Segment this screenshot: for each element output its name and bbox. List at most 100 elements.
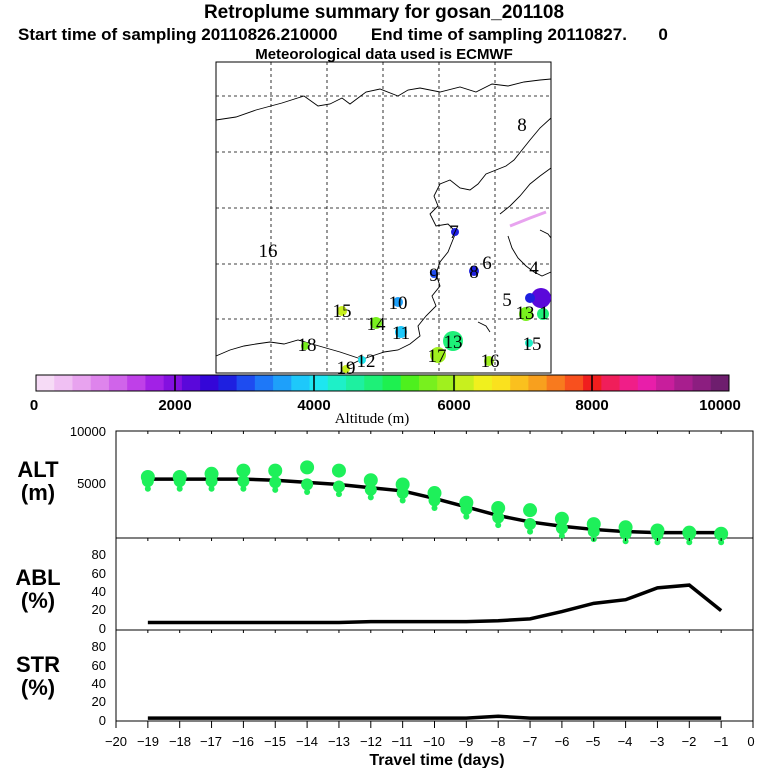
day-label: 15 bbox=[333, 301, 352, 322]
end-time-tail: 0 bbox=[658, 25, 668, 44]
alt-scatter-point bbox=[268, 463, 283, 478]
alt-scatter-point bbox=[364, 483, 377, 496]
alt-scatter-point bbox=[715, 528, 728, 541]
alt-scatter-point bbox=[495, 522, 502, 529]
colorbar-cell bbox=[455, 375, 475, 391]
map-point bbox=[484, 356, 494, 366]
abl-ytick: 60 bbox=[92, 566, 106, 581]
alt-ytick: 10000 bbox=[70, 424, 106, 439]
x-tick-label: −10 bbox=[423, 734, 445, 749]
colorbar bbox=[35, 374, 730, 392]
colorbar-cell bbox=[72, 375, 92, 391]
chart-marks bbox=[140, 431, 729, 720]
colorbar-cell bbox=[108, 375, 128, 391]
x-tick-label: 0 bbox=[747, 734, 754, 749]
colorbar-cell bbox=[145, 375, 165, 391]
colorbar-cell bbox=[346, 375, 365, 391]
x-tick-label: −6 bbox=[555, 734, 570, 749]
alt-scatter-point bbox=[237, 475, 250, 488]
str-ylabel: STR bbox=[16, 652, 60, 677]
alt-scatter-point bbox=[173, 475, 186, 488]
colorbar-tick: 0 bbox=[30, 397, 38, 414]
alt-scatter-point bbox=[558, 532, 565, 539]
colorbar-tick: 4000 bbox=[297, 397, 330, 414]
map-point bbox=[430, 347, 446, 363]
day-label: 16 bbox=[481, 351, 500, 372]
x-tick-labels: −20 −19 −18 −17 −16 −15 −14 −13 −12 −11 … bbox=[105, 734, 755, 749]
abl-ytick: 80 bbox=[92, 547, 106, 562]
alt-scatter-point bbox=[236, 463, 251, 478]
x-tick-label: −13 bbox=[328, 734, 350, 749]
alt-scatter-point bbox=[269, 476, 282, 489]
colorbar-cell bbox=[710, 375, 730, 391]
map-panel: 8 7 16 9 6 8 4 5 15 10 14 11 13 1 18 12 … bbox=[215, 61, 552, 379]
panel-ylabels: ALT (m) ABL (%) STR (%) bbox=[15, 457, 60, 700]
x-tick-label: −14 bbox=[296, 734, 318, 749]
day-label: 11 bbox=[392, 323, 410, 344]
met-data-label: Meteorological data used is ECMWF bbox=[255, 46, 513, 63]
alt-scatter-point bbox=[208, 485, 215, 492]
str-ytick: 0 bbox=[99, 713, 106, 728]
abl-ytick: 40 bbox=[92, 584, 106, 599]
alt-scatter-point bbox=[240, 485, 247, 492]
x-tick-label: −15 bbox=[264, 734, 286, 749]
alt-scatter-point bbox=[300, 460, 315, 475]
x-tick-label: −9 bbox=[459, 734, 474, 749]
chart-title: Retroplume summary for gosan_201108 bbox=[203, 2, 565, 23]
colorbar-tick: 6000 bbox=[437, 397, 470, 414]
str-ytick: 40 bbox=[92, 676, 106, 691]
x-tick-label: −20 bbox=[105, 734, 127, 749]
colorbar-cell bbox=[601, 375, 621, 391]
abl-panel-frame bbox=[115, 537, 754, 631]
colorbar-cell bbox=[254, 375, 274, 391]
str-series-line bbox=[147, 714, 722, 720]
colorbar-tick: 8000 bbox=[575, 397, 608, 414]
day-label: 8 bbox=[469, 262, 479, 283]
x-tick-label: −4 bbox=[618, 734, 633, 749]
colorbar-cell bbox=[692, 375, 712, 391]
alt-scatter-point bbox=[619, 527, 632, 540]
alt-scatter-point bbox=[304, 488, 311, 495]
x-tick-label: −12 bbox=[360, 734, 382, 749]
map-point bbox=[519, 307, 533, 321]
alt-scatter-point bbox=[176, 485, 183, 492]
colorbar-cell bbox=[327, 375, 347, 391]
alt-scatter-point bbox=[463, 513, 470, 520]
alt-scatter-point bbox=[492, 511, 505, 524]
colorbar-cell bbox=[236, 375, 256, 391]
colorbar-tick: 10000 bbox=[699, 397, 741, 414]
alt-scatter-point bbox=[491, 501, 506, 516]
x-axis-label: Travel time (days) bbox=[369, 752, 504, 768]
map-point bbox=[395, 326, 407, 338]
map-point bbox=[451, 228, 459, 236]
alt-scatter-point bbox=[428, 494, 441, 507]
x-tick-label: −8 bbox=[491, 734, 506, 749]
day-label: 19 bbox=[337, 358, 356, 379]
colorbar-tick: 2000 bbox=[158, 397, 191, 414]
colorbar-cell bbox=[528, 375, 548, 391]
coastlines bbox=[215, 78, 552, 374]
x-tick-label: −11 bbox=[391, 734, 412, 749]
plume-trail bbox=[509, 210, 547, 228]
colorbar-cell bbox=[309, 375, 329, 391]
map-point bbox=[531, 288, 551, 308]
alt-ytick: 5000 bbox=[77, 476, 106, 491]
colorbar-label: Altitude (m) bbox=[335, 411, 410, 427]
alt-scatter-point bbox=[399, 497, 406, 504]
map-point bbox=[443, 331, 463, 351]
str-ytick: 60 bbox=[92, 658, 106, 673]
str-ylabel-unit: (%) bbox=[21, 675, 55, 700]
colorbar-cell bbox=[54, 375, 73, 391]
alt-scatter-point bbox=[651, 528, 664, 541]
sampling-times: Start time of sampling 20110826.210000 E… bbox=[18, 25, 668, 45]
alt-scatter-point bbox=[555, 522, 568, 535]
alt-ylabel: ALT bbox=[17, 457, 59, 482]
day-label: 17 bbox=[428, 346, 447, 367]
colorbar-cell bbox=[656, 375, 675, 391]
abl-ylabel: ABL bbox=[15, 565, 60, 590]
alt-scatter-point bbox=[367, 494, 374, 501]
colorbar-cell bbox=[564, 375, 584, 391]
day-label: 9 bbox=[429, 265, 439, 286]
alt-scatter-point bbox=[331, 463, 346, 478]
